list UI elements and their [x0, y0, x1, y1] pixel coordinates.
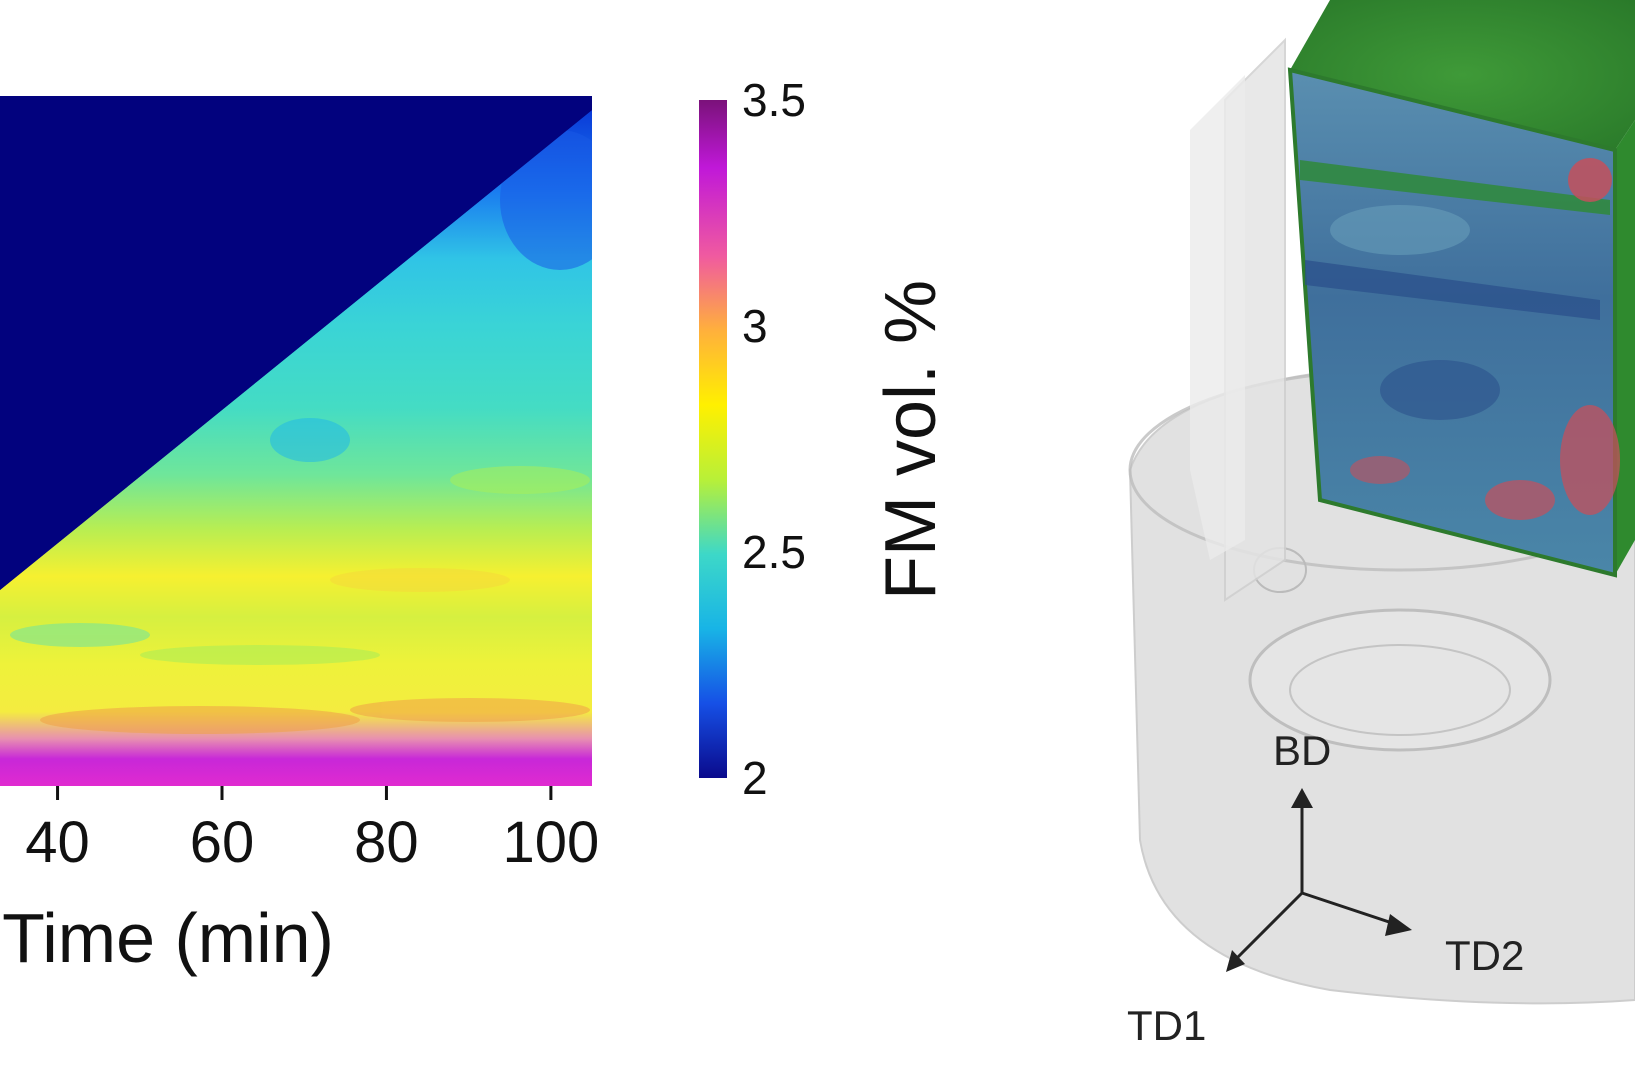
colorbar: [699, 100, 727, 778]
colorbar-tick-label: 3: [742, 300, 768, 352]
x-axis-title: Time (min): [2, 899, 334, 977]
coordinate-axes: [1226, 788, 1412, 972]
x-axis: 40 60 80 100: [25, 786, 599, 875]
x-tick-label: 100: [502, 810, 599, 875]
td1-label: TD1: [1127, 1002, 1206, 1049]
green-surface-right: [1615, 120, 1635, 575]
td1-axis-line: [1230, 891, 1304, 965]
heatmap: [0, 96, 592, 786]
colorbar-tick-label: 3.5: [742, 74, 806, 126]
colorbar-tick-label: 2.5: [742, 526, 806, 578]
cylinder-inner-ring-2: [1289, 644, 1511, 736]
colorbar-ticks: 2 2.5 3 3.5: [742, 74, 806, 804]
specimen-render: [1128, 0, 1635, 1005]
bd-arrowhead: [1291, 788, 1313, 808]
heatmap-texture: [10, 130, 592, 734]
green-surface-top: [1290, 0, 1635, 150]
bd-label: BD: [1273, 727, 1331, 774]
masked-triangle: [0, 96, 592, 590]
cross-section-texture: [1300, 158, 1620, 520]
cross-section: [1287, 67, 1617, 578]
translucent-block-side: [1190, 75, 1245, 560]
colorbar-title: FM vol. %: [871, 280, 951, 600]
cylinder-inner-ring: [1248, 608, 1552, 752]
td2-arrowhead: [1385, 914, 1412, 936]
x-tick-label: 80: [354, 810, 419, 875]
td2-label: TD2: [1445, 932, 1524, 979]
colorbar-tick-label: 2: [742, 752, 768, 804]
x-tick-label: 60: [190, 810, 255, 875]
x-tick-label: 40: [25, 810, 90, 875]
td1-arrowhead: [1226, 950, 1245, 972]
td2-axis-line: [1301, 891, 1399, 927]
